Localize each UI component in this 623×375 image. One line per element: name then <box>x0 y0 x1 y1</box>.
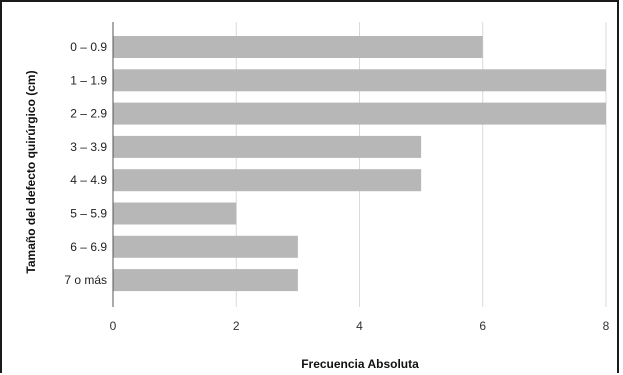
category-label: 5 – 5.9 <box>70 207 107 221</box>
category-label: 6 – 6.9 <box>70 240 107 254</box>
bars <box>113 36 606 292</box>
bar <box>113 269 298 292</box>
bar <box>113 135 422 158</box>
x-tick-label: 2 <box>233 319 240 333</box>
category-label: 4 – 4.9 <box>70 173 107 187</box>
grid-lines <box>235 22 607 307</box>
bar <box>113 235 298 258</box>
category-label: 2 – 2.9 <box>70 107 107 121</box>
bar <box>113 69 606 92</box>
bar <box>113 36 483 58</box>
x-tick-label: 4 <box>356 319 363 333</box>
y-axis-title: Tamaño del defecto quirúrgico (cm) <box>24 70 38 273</box>
category-label: 0 – 0.9 <box>70 40 107 54</box>
category-label: 1 – 1.9 <box>70 73 107 87</box>
bar <box>113 169 422 192</box>
bar <box>113 102 606 125</box>
bar <box>113 202 237 225</box>
category-labels: 0 – 0.9 1 – 1.9 2 – 2.9 3 – 3.9 4 – 4.9 5 – 5… <box>64 40 107 287</box>
x-tick-label: 8 <box>603 319 610 333</box>
x-tick-labels: 0 2 4 6 8 <box>110 319 610 333</box>
category-label: 3 – 3.9 <box>70 140 107 154</box>
x-tick-label: 6 <box>479 319 486 333</box>
x-axis-title: Frecuencia Absoluta <box>301 357 419 371</box>
category-label: 7 o más <box>64 273 107 287</box>
x-tick-label: 0 <box>110 319 117 333</box>
